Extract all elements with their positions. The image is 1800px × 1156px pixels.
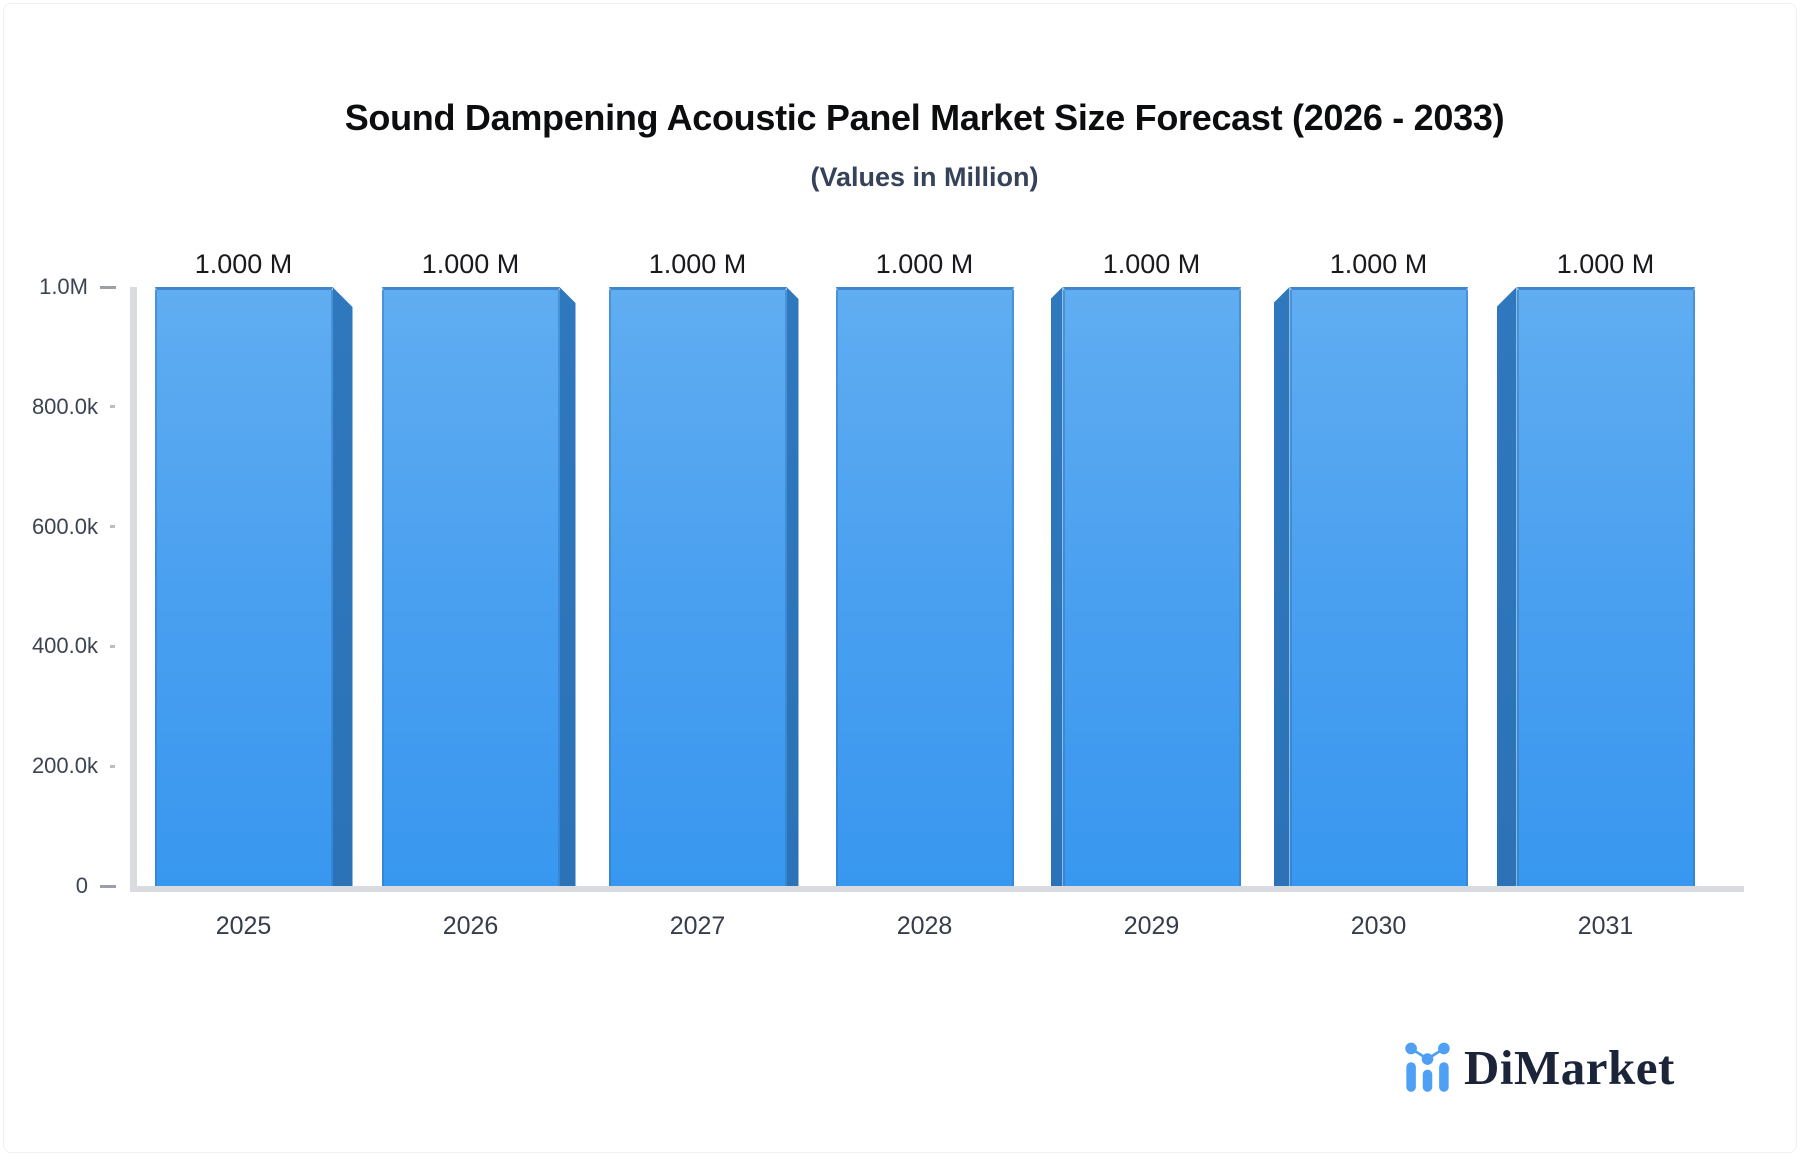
bar[interactable] [1062,287,1241,886]
bar-value-label: 1.000 M [1102,249,1201,279]
plot-area: 1.000 M 2025 1.000 M 2026 1.000 M 2027 1.000 M… [130,249,1719,940]
bar[interactable] [1516,287,1695,886]
brand-logo: DiMarket [1404,1040,1675,1095]
x-axis-label: 2029 [1123,912,1180,940]
bar-group[interactable]: 1.000 M 2031 [1492,249,1719,940]
bar-3d[interactable]: 1.000 M [1038,249,1265,886]
bar-side-face [786,287,799,886]
bar[interactable] [1289,287,1468,886]
bar-group[interactable]: 1.000 M 2025 [130,249,357,940]
bar-side-face [1050,287,1063,886]
bar-group[interactable]: 1.000 M 2029 [1038,249,1265,940]
y-tick-label: 200.0k [31,753,98,779]
bar-3d[interactable]: 1.000 M [130,249,357,886]
bar-3d[interactable]: 1.000 M [811,249,1038,886]
mini-bar-chart-icon [1405,1042,1450,1092]
bar-3d[interactable]: 1.000 M [1492,249,1719,886]
bar-value-label: 1.000 M [1556,249,1655,279]
chart-subtitle: (Values in Million) [810,162,1039,192]
brand-name: DiMarket [1464,1040,1675,1095]
y-tick: 600.0k [32,514,130,540]
y-tick: 1.0M [39,274,130,300]
chart-title: Sound Dampening Acoustic Panel Market Si… [344,97,1505,138]
bar-side-face [1273,287,1290,886]
y-tick: 200.0k [32,753,130,779]
bar[interactable] [835,287,1014,886]
bar-side-face [559,287,576,886]
x-axis-label: 2031 [1577,912,1634,940]
bar-group[interactable]: 1.000 M 2027 [584,249,811,940]
bar-3d[interactable]: 1.000 M [357,249,584,886]
y-tick-mark [110,644,115,648]
bar-3d[interactable]: 1.000 M [1265,249,1492,886]
y-tick-mark [100,884,116,888]
y-tick: 400.0k [32,633,130,659]
bar[interactable] [154,287,333,886]
y-axis-line [130,287,137,892]
bar-value-label: 1.000 M [421,249,520,279]
x-axis-label: 2028 [896,912,953,940]
y-tick-label: 400.0k [31,633,98,659]
y-tick-label: 800.0k [31,393,98,419]
bar-group[interactable]: 1.000 M 2026 [357,249,584,940]
y-tick: 800.0k [32,394,130,420]
x-axis-label: 2027 [669,912,726,940]
bar-value-label: 1.000 M [875,249,974,279]
x-axis-label: 2030 [1350,912,1407,940]
y-tick-mark [110,405,115,409]
y-tick-mark [110,525,115,529]
y-tick-label: 1.0M [39,274,88,299]
bar[interactable] [381,287,560,886]
bar-value-label: 1.000 M [194,249,293,279]
y-tick-mark [100,285,116,289]
y-tick-label: 0 [75,873,88,898]
bar-value-label: 1.000 M [648,249,747,279]
bar-value-label: 1.000 M [1329,249,1428,279]
y-tick: 0 [76,873,130,899]
x-axis-label: 2025 [215,912,272,940]
y-tick-mark [110,764,115,768]
x-axis-label: 2026 [442,912,499,940]
x-axis-line [130,886,1744,892]
bar-side-face [332,287,353,886]
y-axis: 1.0M 800.0k 600.0k 400.0k 200.0k 0 [0,274,130,898]
bar-group[interactable]: 1.000 M 2028 [811,249,1038,940]
bar-3d[interactable]: 1.000 M [584,249,811,886]
bar[interactable] [608,287,787,886]
bar-side-face [1496,287,1517,886]
y-tick-label: 600.0k [31,513,98,539]
bar-group[interactable]: 1.000 M 2030 [1265,249,1492,940]
